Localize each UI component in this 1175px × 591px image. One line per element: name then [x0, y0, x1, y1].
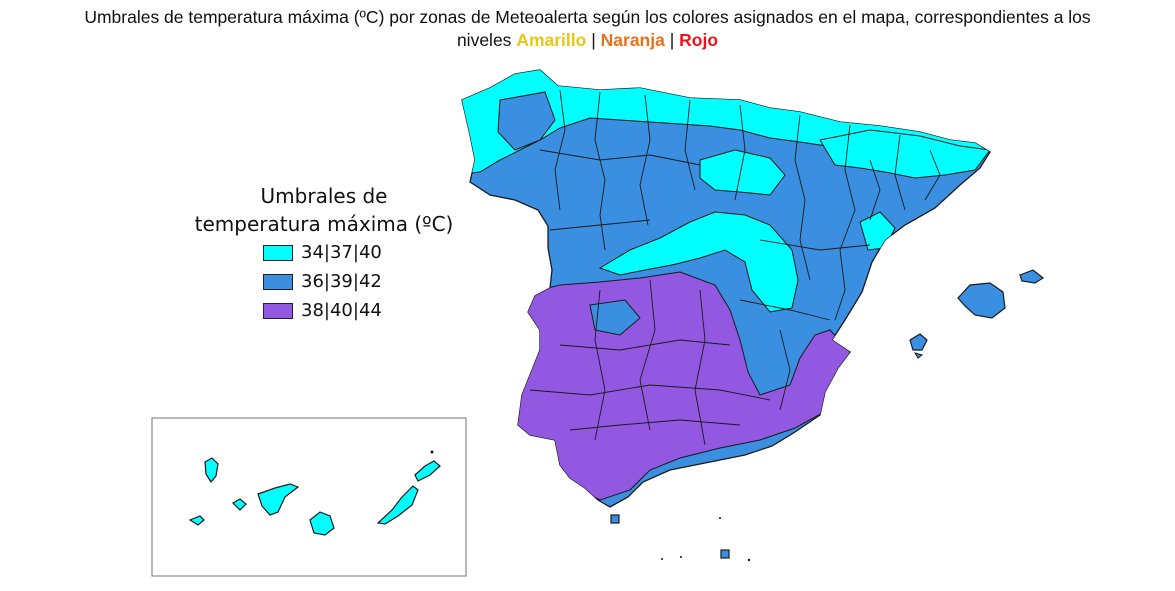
legend-item-label: 38|40|44 — [301, 300, 382, 321]
lanzarote — [414, 460, 441, 482]
title-prefix: niveles — [456, 30, 512, 50]
map-title: Umbrales de temperatura máxima (ºC) por … — [0, 6, 1175, 52]
legend-swatch-blue — [263, 273, 293, 290]
legend-title-line-2: temperatura máxima (ºC) — [194, 212, 454, 236]
canary-inset — [151, 417, 467, 577]
tenerife — [257, 483, 300, 516]
legend: Umbrales de temperatura máxima (ºC) 34|3… — [185, 182, 463, 325]
fuerteventura — [376, 485, 419, 525]
title-line-2: niveles Amarillo | Naranja | Rojo — [0, 29, 1175, 52]
level-red-label: Rojo — [679, 30, 719, 50]
ceuta — [610, 514, 620, 524]
title-line-1: Umbrales de temperatura máxima (ºC) por … — [84, 7, 1091, 27]
level-yellow-label: Amarillo — [516, 30, 587, 50]
legend-title: Umbrales de temperatura máxima (ºC) — [185, 182, 463, 238]
balearic-islands — [909, 269, 1045, 359]
ibiza — [909, 333, 928, 351]
peninsula — [461, 69, 991, 508]
zone-sistema-central — [598, 211, 799, 313]
canary-inset-frame — [151, 417, 467, 577]
legend-title-line-1: Umbrales de — [260, 184, 388, 208]
legend-swatch-cyan — [263, 244, 293, 261]
legend-item: 36|39|42 — [263, 267, 463, 296]
zone-galicia-interior — [497, 91, 556, 151]
zone-highlands-north — [699, 149, 786, 196]
la-palma — [204, 457, 219, 484]
separator: | — [669, 30, 675, 50]
small-islets — [661, 517, 751, 562]
zone-blue-inlet — [589, 299, 641, 336]
legend-item-label: 34|37|40 — [301, 242, 382, 263]
separator: | — [591, 30, 596, 50]
la-gomera — [232, 498, 247, 511]
formentera — [913, 352, 924, 359]
zone-pyrenees — [819, 129, 990, 179]
legend-item-label: 36|39|42 — [301, 271, 382, 292]
legend-item: 38|40|44 — [263, 296, 463, 325]
legend-item: 34|37|40 — [263, 238, 463, 267]
menorca — [1019, 269, 1045, 284]
mallorca — [957, 282, 1006, 319]
alegranza-islet — [430, 450, 434, 454]
el-hierro — [188, 515, 205, 526]
level-orange-label: Naranja — [600, 30, 665, 50]
gran-canaria — [309, 511, 335, 536]
melilla — [720, 549, 730, 559]
legend-swatch-purple — [263, 302, 293, 319]
